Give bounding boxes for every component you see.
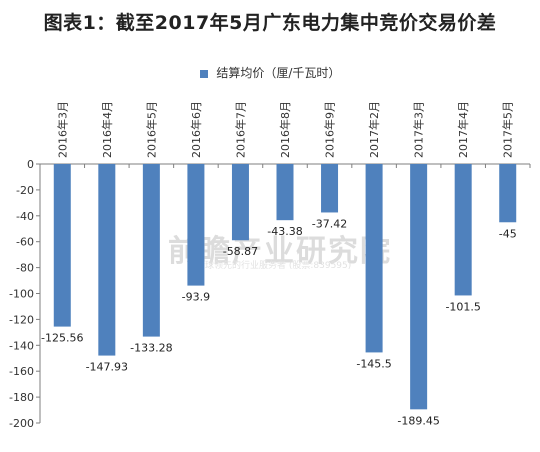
legend: 结算均价（厘/千瓦时） bbox=[0, 64, 540, 81]
data-label: -101.5 bbox=[445, 300, 480, 313]
y-tick-label: 0 bbox=[27, 158, 34, 171]
x-category-label: 2017年2月 bbox=[367, 101, 381, 158]
data-label: -58.87 bbox=[223, 245, 258, 258]
bar bbox=[365, 164, 383, 353]
bar bbox=[410, 164, 428, 410]
data-label: -147.93 bbox=[86, 361, 128, 374]
x-category-label: 2016年9月 bbox=[323, 101, 337, 158]
y-tick-label: -160 bbox=[9, 365, 34, 378]
data-label: -93.9 bbox=[182, 291, 210, 304]
y-tick-label: -180 bbox=[9, 391, 34, 404]
y-tick-label: -200 bbox=[9, 417, 34, 430]
bar bbox=[276, 164, 294, 221]
data-label: -37.42 bbox=[312, 217, 347, 230]
bar bbox=[187, 164, 205, 286]
x-category-label: 2016年8月 bbox=[278, 101, 292, 158]
x-category-label: 2017年3月 bbox=[412, 101, 426, 158]
bar bbox=[142, 164, 160, 337]
bar bbox=[98, 164, 116, 356]
y-tick-label: -100 bbox=[9, 288, 34, 301]
data-label: -43.38 bbox=[267, 225, 302, 238]
y-tick-label: -140 bbox=[9, 339, 34, 352]
y-tick-label: -20 bbox=[16, 184, 34, 197]
data-label: -45 bbox=[499, 227, 517, 240]
x-category-label: 2016年3月 bbox=[55, 101, 69, 158]
x-category-label: 2016年6月 bbox=[189, 101, 203, 158]
x-category-label: 2016年5月 bbox=[144, 101, 158, 158]
data-label: -133.28 bbox=[130, 342, 172, 355]
x-category-label: 2017年5月 bbox=[501, 101, 515, 158]
chart-title: 图表1：截至2017年5月广东电力集中竞价交易价差 bbox=[43, 12, 497, 34]
bar bbox=[321, 164, 339, 213]
bar bbox=[231, 164, 249, 241]
y-tick-label: -40 bbox=[16, 210, 34, 223]
x-category-label: 2016年4月 bbox=[100, 101, 114, 158]
y-tick-label: -120 bbox=[9, 313, 34, 326]
x-category-label: 2017年4月 bbox=[456, 101, 470, 158]
legend-label: 结算均价（厘/千瓦时） bbox=[216, 66, 341, 80]
x-category-label: 2016年7月 bbox=[233, 101, 247, 158]
y-tick-label: -60 bbox=[16, 236, 34, 249]
data-label: -189.45 bbox=[397, 414, 439, 427]
data-label: -145.5 bbox=[356, 357, 391, 370]
data-label: -125.56 bbox=[41, 332, 83, 345]
legend-swatch bbox=[199, 69, 208, 78]
y-tick-label: -80 bbox=[16, 262, 34, 275]
bar bbox=[499, 164, 517, 223]
bar bbox=[454, 164, 472, 296]
bar bbox=[53, 164, 71, 327]
